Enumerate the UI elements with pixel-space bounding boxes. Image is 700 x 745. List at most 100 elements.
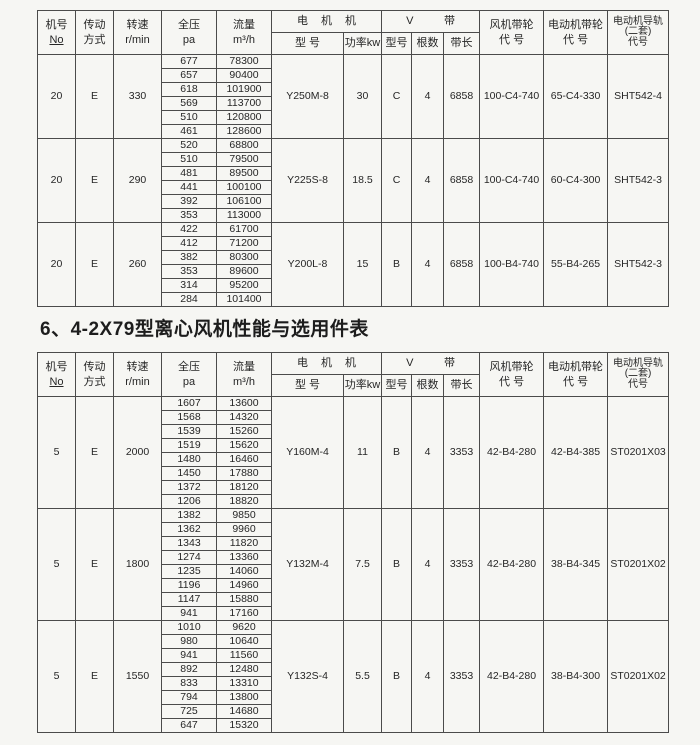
flow-m3h: 15620: [216, 438, 272, 453]
pressure-pa: 1235: [161, 564, 217, 579]
table-row: 647 15320: [38, 718, 669, 733]
col-header-motor-model: 型 号: [271, 374, 344, 397]
table-row: 510 79500: [38, 152, 669, 167]
speed-rpm: 260: [113, 222, 162, 307]
motor-model: Y160M-4: [271, 396, 344, 509]
motor-pulley-code: 38-B4-300: [543, 620, 609, 733]
motor-power-kw: 5.5: [342, 620, 383, 733]
col-header-belt-length: 带长: [443, 32, 481, 55]
pressure-pa: 794: [161, 690, 217, 705]
belt-length: 6858: [443, 138, 481, 223]
col-header-drive-mode: 传动 方式: [75, 352, 114, 397]
table-row: 510 120800: [38, 110, 669, 125]
drive-mode: E: [75, 396, 114, 509]
motor-pulley-code: 42-B4-385: [543, 396, 609, 509]
flow-m3h: 10640: [216, 634, 272, 649]
belt-length: 6858: [443, 222, 481, 307]
pressure-pa: 510: [161, 110, 217, 125]
col-header-belt-length: 带长: [443, 374, 481, 397]
belt-count: 4: [411, 222, 445, 307]
flow-m3h: 113000: [216, 208, 272, 223]
flow-m3h: 18120: [216, 480, 272, 495]
belt-type: C: [381, 138, 413, 223]
pressure-pa: 510: [161, 152, 217, 167]
col-header-fan-pulley: 风机带轮代 号: [479, 352, 545, 397]
pressure-pa: 461: [161, 124, 217, 139]
motor-rail-code: SHT542-3: [607, 138, 670, 223]
pressure-pa: 422: [161, 222, 217, 237]
pressure-pa: 441: [161, 180, 217, 195]
col-header-flow: 流量 m³/h: [216, 10, 272, 55]
pressure-pa: 892: [161, 662, 217, 677]
fan-pulley-code: 100-B4-740: [479, 222, 545, 307]
col-header-motor-model: 型 号: [271, 32, 344, 55]
belt-type: B: [381, 396, 413, 509]
drive-mode: E: [75, 54, 114, 139]
table-row: 1274 13360: [38, 550, 669, 565]
drive-mode: E: [75, 508, 114, 621]
motor-model: Y250M-8: [271, 54, 344, 139]
flow-m3h: 9850: [216, 508, 272, 523]
flow-m3h: 89600: [216, 264, 272, 279]
flow-m3h: 128600: [216, 124, 272, 139]
drive-mode: E: [75, 138, 114, 223]
pressure-pa: 1372: [161, 480, 217, 495]
table-row: 5 E 1550 1010 9620 Y132S-4 5.5 B 4 3353 42-B4-280 3…: [37, 620, 670, 733]
flow-m3h: 15260: [216, 424, 272, 439]
col-header-belt-model: 型号: [381, 374, 413, 397]
flow-m3h: 14680: [216, 704, 272, 719]
col-header-pressure: 全压 pa: [161, 352, 217, 397]
motor-power-kw: 30: [342, 54, 383, 139]
fan-pulley-code: 100-C4-740: [479, 138, 545, 223]
flow-m3h: 101900: [216, 82, 272, 97]
pressure-pa: 392: [161, 194, 217, 209]
fan-pulley-code: 42-B4-280: [479, 396, 545, 509]
belt-count: 4: [411, 620, 445, 733]
pressure-pa: 833: [161, 676, 217, 691]
flow-m3h: 68800: [216, 138, 272, 153]
flow-m3h: 80300: [216, 250, 272, 265]
motor-rail-code: ST0201X02: [607, 508, 670, 621]
pressure-pa: 1362: [161, 522, 217, 537]
pressure-pa: 1382: [161, 508, 217, 523]
pressure-pa: 980: [161, 634, 217, 649]
flow-m3h: 61700: [216, 222, 272, 237]
flow-m3h: 14320: [216, 410, 272, 425]
table-row: 392 106100: [38, 194, 669, 209]
col-header-motor-group: 电 机 机: [270, 352, 383, 375]
pressure-pa: 1539: [161, 424, 217, 439]
col-header-motor-pulley: 电动机带轮代 号: [543, 352, 609, 397]
motor-rail-code: ST0201X02: [607, 620, 670, 733]
belt-length: 6858: [443, 54, 481, 139]
flow-m3h: 106100: [216, 194, 272, 209]
motor-power-kw: 15: [342, 222, 383, 307]
motor-pulley-code: 65-C4-330: [543, 54, 609, 139]
col-header-motor-group: 电 机 机: [270, 10, 383, 33]
table-row: 618 101900: [38, 82, 669, 97]
speed-rpm: 290: [113, 138, 162, 223]
belt-count: 4: [411, 54, 445, 139]
flow-m3h: 113700: [216, 96, 272, 111]
motor-model: Y132M-4: [271, 508, 344, 621]
col-header-belt-model: 型号: [381, 32, 413, 55]
flow-m3h: 78300: [216, 54, 272, 69]
section-title: 6、4-2X79型离心风机性能与选用件表: [40, 319, 369, 340]
flow-m3h: 120800: [216, 110, 272, 125]
table-row: 284 101400: [38, 292, 669, 307]
machine-no: 20: [37, 54, 76, 139]
pressure-pa: 1568: [161, 410, 217, 425]
table-row: 1343 11820: [38, 536, 669, 551]
table-body: 20 E 330 677 78300 Y250M-8 30 C 4 6858 100-C4-740 6…: [37, 54, 670, 307]
pressure-pa: 1274: [161, 550, 217, 565]
belt-length: 3353: [443, 620, 481, 733]
flow-m3h: 101400: [216, 292, 272, 307]
col-header-motor-power: 功率kw: [342, 374, 383, 397]
table-row: 441 100100: [38, 180, 669, 195]
flow-m3h: 15880: [216, 592, 272, 607]
flow-m3h: 100100: [216, 180, 272, 195]
pressure-pa: 1010: [161, 620, 217, 635]
motor-pulley-code: 38-B4-345: [543, 508, 609, 621]
